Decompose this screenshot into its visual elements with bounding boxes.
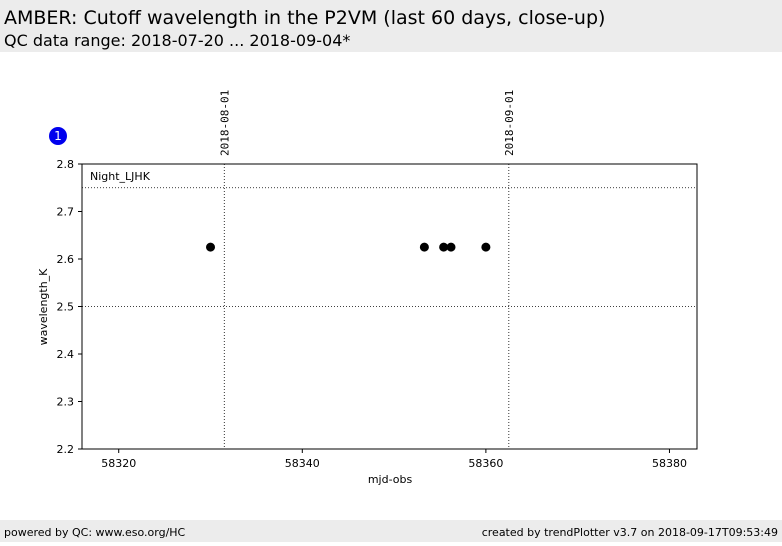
y-tick-label: 2.4 <box>57 348 75 361</box>
footer-right: created by trendPlotter v3.7 on 2018-09-… <box>482 526 778 539</box>
y-tick-label: 2.3 <box>57 396 75 409</box>
x-tick-label: 58360 <box>468 457 503 470</box>
badge-label: 1 <box>54 129 62 143</box>
footer-band <box>0 520 782 542</box>
x-tick-label: 58320 <box>101 457 136 470</box>
x-axis-label: mjd-obs <box>368 473 413 486</box>
y-tick-label: 2.6 <box>57 253 75 266</box>
date-label: 2018-08-01 <box>218 90 231 156</box>
data-point <box>419 242 429 252</box>
x-tick-label: 58340 <box>285 457 320 470</box>
footer-left: powered by QC: www.eso.org/HC <box>4 526 186 539</box>
title: AMBER: Cutoff wavelength in the P2VM (la… <box>4 7 605 29</box>
x-tick-label: 58380 <box>652 457 687 470</box>
y-tick-label: 2.8 <box>57 158 75 171</box>
y-tick-label: 2.5 <box>57 301 75 314</box>
y-tick-label: 2.2 <box>57 443 75 456</box>
badge <box>49 127 67 145</box>
subtitle: QC data range: 2018-07-20 ... 2018-09-04… <box>4 31 350 50</box>
header-band <box>0 0 782 52</box>
data-point <box>446 242 456 252</box>
data-point <box>439 242 449 252</box>
data-point <box>206 242 216 252</box>
annotation: Night_LJHK <box>90 170 151 183</box>
data-point <box>481 242 491 252</box>
y-tick-label: 2.7 <box>57 206 75 219</box>
y-axis-label: wavelength_K <box>37 268 50 346</box>
date-label: 2018-09-01 <box>503 90 516 156</box>
